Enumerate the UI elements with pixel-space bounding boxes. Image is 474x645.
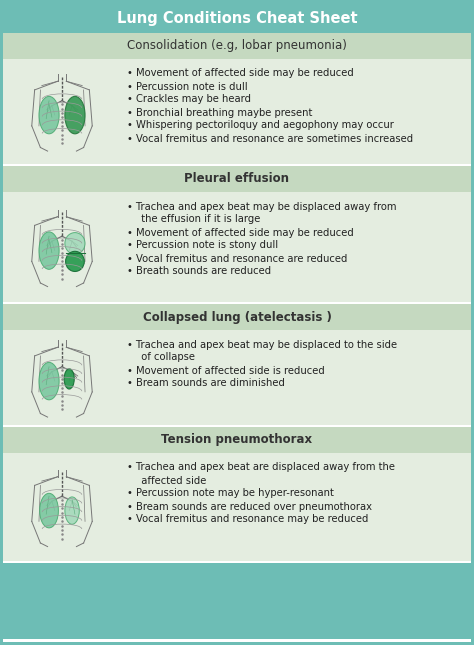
Text: the effusion if it is large: the effusion if it is large: [135, 215, 260, 224]
Text: • Trachea and apex beat may be displaced to the side: • Trachea and apex beat may be displaced…: [127, 339, 397, 350]
Text: • Bream sounds are diminished: • Bream sounds are diminished: [127, 379, 285, 388]
Text: Lung Conditions Cheat Sheet: Lung Conditions Cheat Sheet: [117, 10, 357, 26]
Text: • Bronchial breathing maybe present: • Bronchial breathing maybe present: [127, 108, 312, 117]
Text: • Percussion note may be hyper-resonant: • Percussion note may be hyper-resonant: [127, 488, 334, 499]
Text: • Trachea and apex beat are displaced away from the: • Trachea and apex beat are displaced aw…: [127, 462, 395, 473]
Text: • Movement of affected side may be reduced: • Movement of affected side may be reduc…: [127, 228, 354, 237]
FancyBboxPatch shape: [3, 563, 471, 639]
FancyBboxPatch shape: [3, 166, 471, 192]
Text: Collapsed lung (atelectasis ): Collapsed lung (atelectasis ): [143, 310, 331, 324]
Ellipse shape: [65, 96, 85, 134]
Text: • Trachea and apex beat may be displaced away from: • Trachea and apex beat may be displaced…: [127, 201, 396, 212]
Text: • Vocal fremitus and resonance are sometimes increased: • Vocal fremitus and resonance are somet…: [127, 134, 413, 143]
Ellipse shape: [64, 369, 74, 389]
Text: affected side: affected side: [135, 475, 206, 486]
Ellipse shape: [65, 497, 79, 524]
FancyBboxPatch shape: [3, 3, 471, 642]
FancyBboxPatch shape: [3, 33, 471, 59]
Text: • Vocal fremitus and resonance are reduced: • Vocal fremitus and resonance are reduc…: [127, 253, 347, 264]
Ellipse shape: [40, 493, 58, 528]
FancyBboxPatch shape: [3, 304, 471, 330]
FancyBboxPatch shape: [3, 330, 471, 425]
FancyBboxPatch shape: [3, 3, 471, 33]
FancyBboxPatch shape: [3, 453, 471, 561]
Ellipse shape: [39, 362, 59, 400]
Text: • Movement of affected side is reduced: • Movement of affected side is reduced: [127, 366, 325, 375]
Ellipse shape: [65, 233, 85, 254]
FancyBboxPatch shape: [3, 192, 471, 302]
Text: Pleural effusion: Pleural effusion: [184, 172, 290, 186]
Text: • Percussion note is dull: • Percussion note is dull: [127, 81, 247, 92]
Text: • Breath sounds are reduced: • Breath sounds are reduced: [127, 266, 271, 277]
Text: • Crackles may be heard: • Crackles may be heard: [127, 95, 251, 104]
Text: • Movement of affected side may be reduced: • Movement of affected side may be reduc…: [127, 68, 354, 79]
Text: Consolidation (e.g, lobar pneumonia): Consolidation (e.g, lobar pneumonia): [127, 39, 347, 52]
Text: of collapse: of collapse: [135, 353, 195, 362]
FancyBboxPatch shape: [3, 427, 471, 453]
Text: • Percussion note is stony dull: • Percussion note is stony dull: [127, 241, 278, 250]
Text: • Whispering pectoriloquy and aegophony may occur: • Whispering pectoriloquy and aegophony …: [127, 121, 394, 130]
Text: • Bream sounds are reduced over pneumothorax: • Bream sounds are reduced over pneumoth…: [127, 502, 372, 511]
Text: Tension pneumothorax: Tension pneumothorax: [162, 433, 312, 446]
Ellipse shape: [65, 252, 84, 272]
Text: • Vocal fremitus and resonance may be reduced: • Vocal fremitus and resonance may be re…: [127, 515, 368, 524]
Ellipse shape: [39, 96, 59, 134]
Ellipse shape: [39, 232, 59, 270]
FancyBboxPatch shape: [3, 59, 471, 164]
